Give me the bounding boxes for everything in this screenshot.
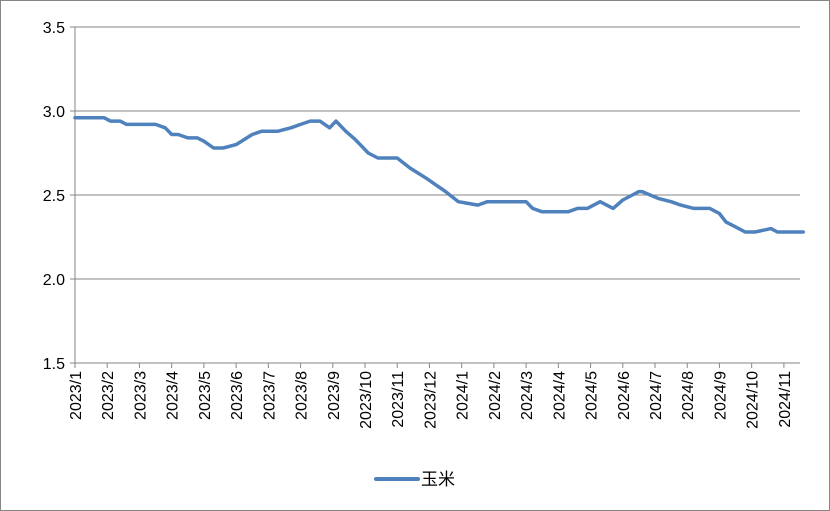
- x-tick-label: 2024/8: [680, 371, 697, 420]
- x-tick-label: 2024/11: [777, 371, 794, 428]
- x-tick-label: 2023/9: [326, 371, 343, 420]
- x-tick-label: 2023/2: [100, 371, 117, 420]
- x-tick-label: 2023/6: [229, 371, 246, 420]
- x-tick-label: 2023/12: [422, 371, 439, 429]
- x-tick-label: 2024/9: [712, 371, 729, 420]
- x-tick-label: 2024/2: [487, 371, 504, 420]
- x-tick-label: 2023/7: [261, 371, 278, 420]
- x-tick-label: 2023/1: [68, 371, 85, 420]
- x-tick-label: 2024/4: [551, 371, 568, 420]
- gridlines: [75, 26, 800, 280]
- x-tick-label: 2024/7: [648, 371, 665, 420]
- y-tick-label: 1.5: [43, 356, 65, 373]
- y-tick-label: 2.0: [43, 272, 65, 289]
- y-tick-label: 3.5: [43, 20, 65, 37]
- legend-label: 玉米: [421, 470, 455, 490]
- x-tick-label: 2024/10: [745, 371, 762, 429]
- y-tick-label: 2.5: [43, 188, 65, 205]
- x-tick-label: 2023/4: [165, 371, 182, 420]
- y-tick-label: 3.0: [43, 104, 65, 121]
- x-tick-label: 2023/10: [358, 371, 375, 429]
- legend: 玉米: [374, 470, 455, 490]
- x-tick-label: 2023/5: [197, 371, 214, 420]
- x-tick-label: 2024/5: [584, 371, 601, 420]
- series-group: [73, 115, 805, 234]
- x-axis-ticks: 2023/1 2023/2 2023/3 2023/4 2023/5 2023/6 2023…: [68, 371, 794, 429]
- x-tick-label: 2024/3: [519, 371, 536, 420]
- y-axis-ticks: 1.5 2.0 2.5 3.0 3.5: [43, 20, 65, 373]
- series-line: [73, 115, 805, 234]
- x-tick-label: 2023/3: [132, 371, 149, 420]
- x-tick-label: 2023/8: [294, 371, 311, 420]
- x-tick-label: 2023/11: [390, 371, 407, 428]
- x-tick-label: 2024/6: [616, 371, 633, 420]
- x-tick-label: 2024/1: [455, 371, 472, 420]
- axes: [70, 26, 800, 368]
